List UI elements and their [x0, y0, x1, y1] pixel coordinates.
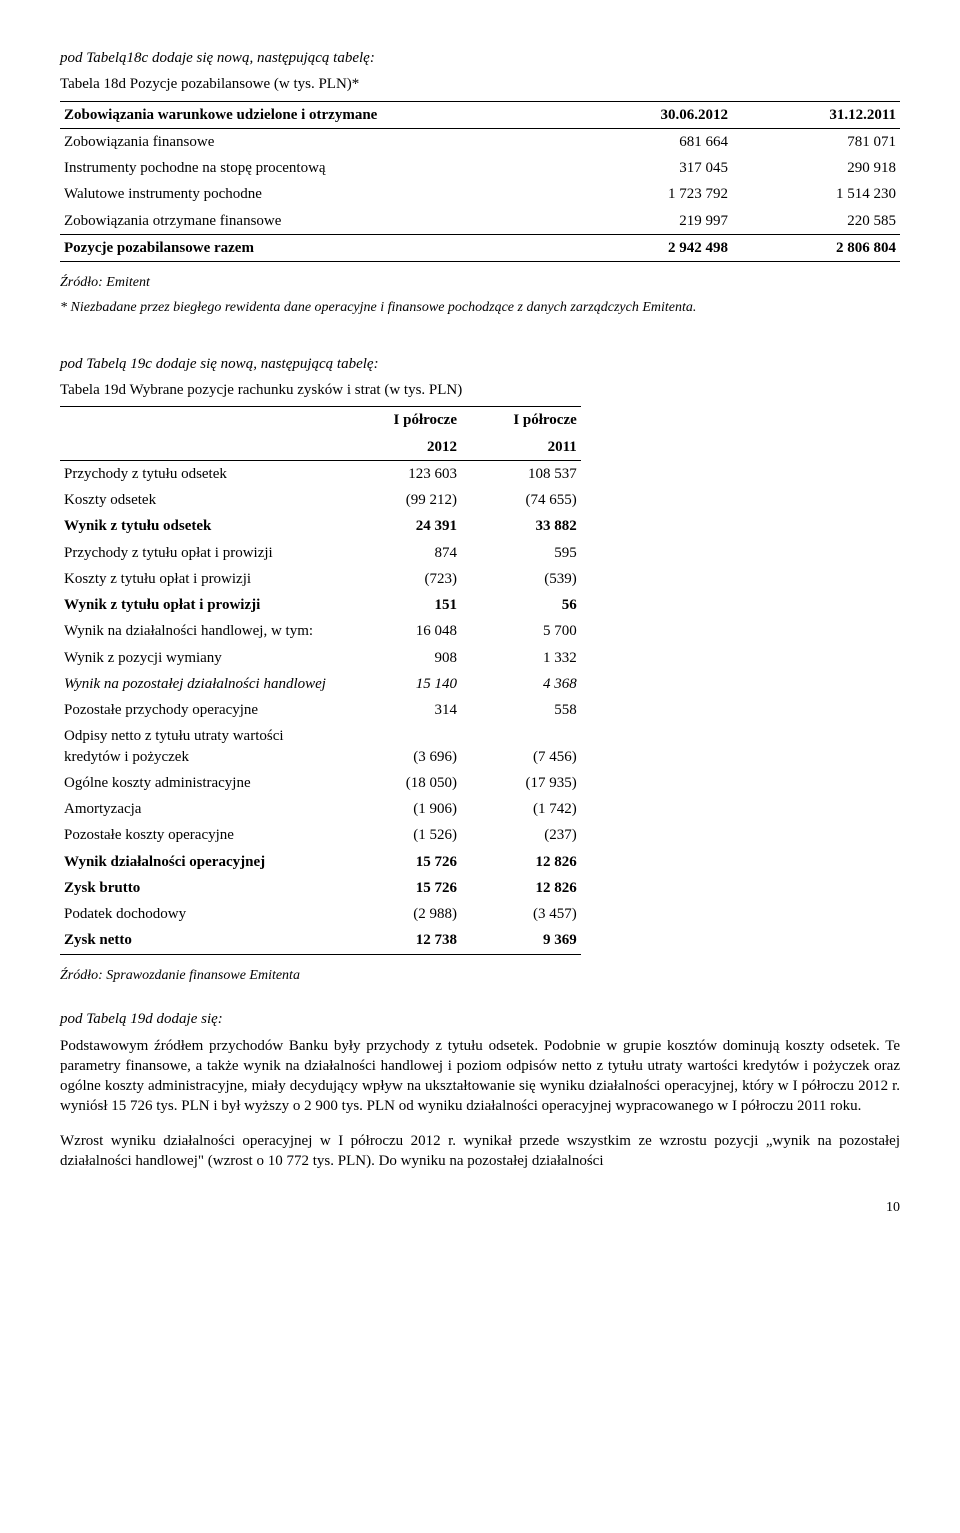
t19-header-c1a: I półrocze — [341, 407, 461, 434]
table-row: Przychody z tytułu odsetek123 603108 537 — [60, 460, 581, 487]
t18-source: Źródło: Emitent — [60, 274, 900, 293]
table-row: Instrumenty pochodne na stopę procentową… — [60, 155, 900, 181]
t19-source: Źródło: Sprawozdanie finansowe Emitenta — [60, 967, 900, 986]
table-row: Podatek dochodowy(2 988)(3 457) — [60, 901, 581, 927]
table-19d-caption: Tabela 19d Wybrane pozycje rachunku zysk… — [60, 380, 900, 400]
table-row: Pozostałe koszty operacyjne(1 526)(237) — [60, 822, 581, 848]
after-19-p1: Podstawowym źródłem przychodów Banku był… — [60, 1036, 900, 1117]
t19-header-c1b: 2012 — [341, 434, 461, 461]
t18-header-label: Zobowiązania warunkowe udzielone i otrzy… — [60, 101, 564, 128]
intro-19-lead: pod Tabelą 19c dodaje się nową, następuj… — [60, 354, 900, 374]
table-row: Wynik z tytułu odsetek24 39133 882 — [60, 513, 581, 539]
table-row: Zysk brutto15 72612 826 — [60, 875, 581, 901]
table-row: Pozostałe przychody operacyjne314558 — [60, 697, 581, 723]
table-row: Koszty odsetek(99 212)(74 655) — [60, 487, 581, 513]
table-row: Wynik działalności operacyjnej15 72612 8… — [60, 849, 581, 875]
table-row: Wynik z pozycji wymiany9081 332 — [60, 645, 581, 671]
table-row: Koszty z tytułu opłat i prowizji(723)(53… — [60, 566, 581, 592]
table-row: Walutowe instrumenty pochodne 1 723 792 … — [60, 181, 900, 207]
table-row: Wynik na działalności handlowej, w tym:1… — [60, 618, 581, 644]
table-row: Wynik na pozostałej działalności handlow… — [60, 671, 581, 697]
table-row: Zysk netto12 7389 369 — [60, 927, 581, 954]
table-19d: I półrocze I półrocze 2012 2011 Przychod… — [60, 406, 581, 954]
t19-header-c2b: 2011 — [461, 434, 581, 461]
table-row: Odpisy netto z tytułu utraty wartości kr… — [60, 723, 581, 770]
t18-header-c1: 30.06.2012 — [564, 101, 732, 128]
intro-18-lead: pod Tabelą18c dodaje się nową, następują… — [60, 48, 900, 68]
page-number: 10 — [60, 1199, 900, 1218]
table-row: Zobowiązania finansowe 681 664 781 071 — [60, 128, 900, 155]
table-row: Zobowiązania otrzymane finansowe 219 997… — [60, 208, 900, 235]
table-row: Wynik z tytułu opłat i prowizji15156 — [60, 592, 581, 618]
table-row: Przychody z tytułu opłat i prowizji87459… — [60, 540, 581, 566]
t19-header-c2a: I półrocze — [461, 407, 581, 434]
t18-header-c2: 31.12.2011 — [732, 101, 900, 128]
t18-total-row: Pozycje pozabilansowe razem 2 942 498 2 … — [60, 234, 900, 261]
table-row: Ogólne koszty administracyjne(18 050)(17… — [60, 770, 581, 796]
table-18d: Zobowiązania warunkowe udzielone i otrzy… — [60, 101, 900, 263]
t18-footnote: * Niezbadane przez biegłego rewidenta da… — [60, 299, 900, 318]
table-row: Amortyzacja(1 906)(1 742) — [60, 796, 581, 822]
after-19-p2: Wzrost wyniku działalności operacyjnej w… — [60, 1131, 900, 1172]
table-18d-caption: Tabela 18d Pozycje pozabilansowe (w tys.… — [60, 74, 900, 94]
t19-header-blank — [60, 407, 341, 434]
after-19-lead: pod Tabelą 19d dodaje się: — [60, 1009, 900, 1029]
